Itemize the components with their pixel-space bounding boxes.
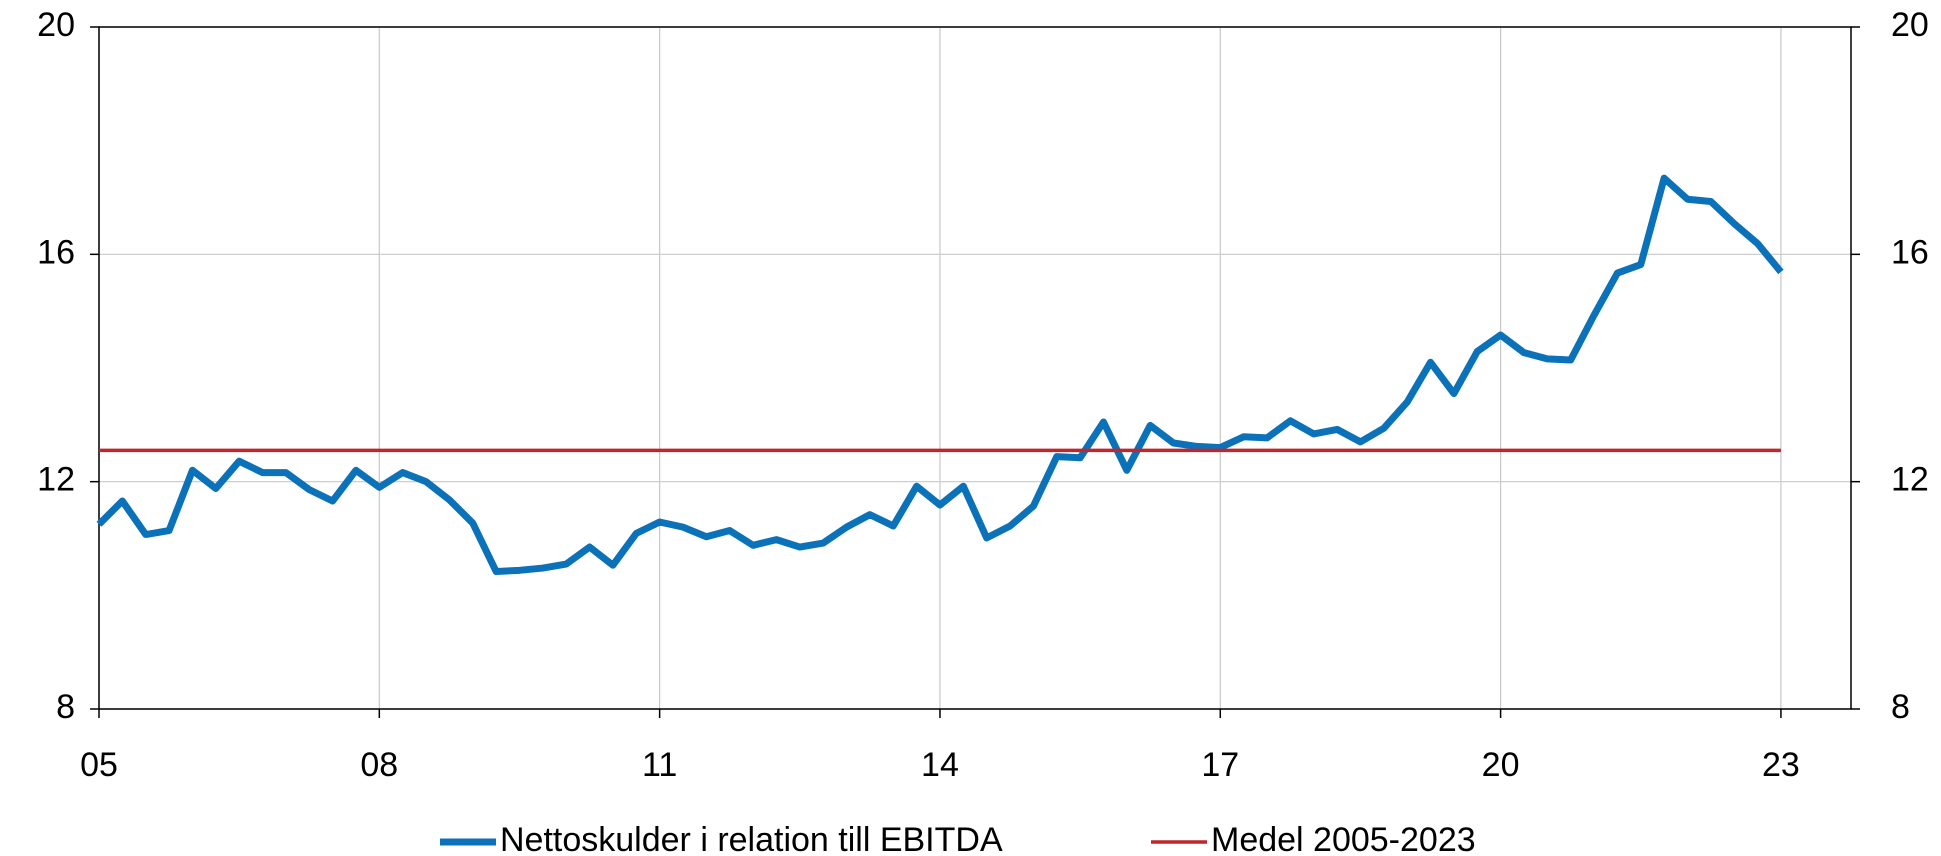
- x-tick-label: 20: [1482, 746, 1520, 784]
- legend-label: Medel 2005-2023: [1211, 821, 1476, 856]
- x-tick-label: 17: [1201, 746, 1239, 784]
- y-tick-label: 20: [37, 6, 75, 44]
- y2-tick-label: 16: [1891, 233, 1929, 271]
- y2-tick-label: 8: [1891, 688, 1910, 726]
- legend-label: Nettoskulder i relation till EBITDA: [500, 821, 1003, 856]
- y-tick-label: 16: [37, 233, 75, 271]
- y-tick-label: 12: [37, 461, 75, 499]
- plot-frame: [98, 26, 1852, 710]
- x-tick-label: 14: [921, 746, 959, 784]
- y2-tick-label: 12: [1891, 461, 1929, 499]
- y-tick-label: 8: [56, 688, 75, 726]
- series-line: [96, 174, 1784, 575]
- x-tick-label: 23: [1762, 746, 1800, 784]
- x-tick-label: 05: [80, 746, 118, 784]
- y2-tick-label: 20: [1891, 6, 1929, 44]
- x-tick-label: 08: [360, 746, 398, 784]
- x-tick-label: 11: [642, 746, 677, 784]
